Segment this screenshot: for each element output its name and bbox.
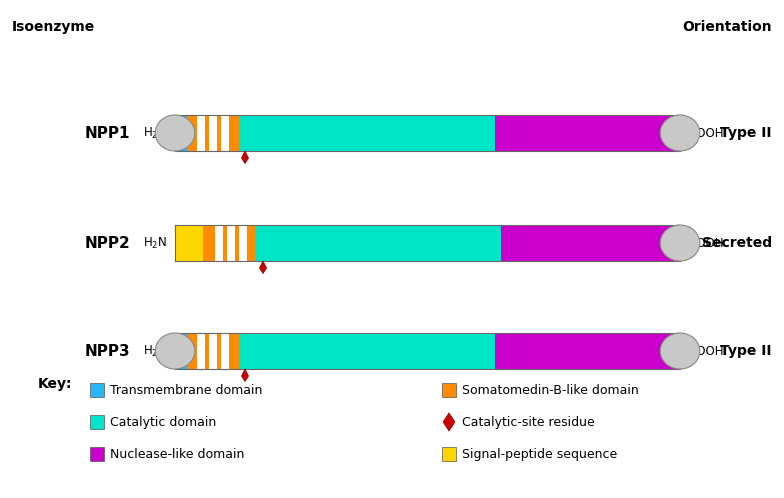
Ellipse shape	[660, 225, 700, 261]
Text: Secreted: Secreted	[702, 236, 772, 250]
Text: H$_2$N: H$_2$N	[143, 344, 167, 359]
Text: Somatomedin-B-like domain: Somatomedin-B-like domain	[462, 383, 639, 396]
Bar	[187, 333, 239, 369]
Bar	[495, 115, 680, 151]
Bar	[209, 333, 217, 369]
Text: NPP1: NPP1	[85, 125, 130, 140]
Polygon shape	[260, 261, 267, 273]
Text: H$_2$N: H$_2$N	[143, 236, 167, 250]
Bar	[175, 333, 187, 369]
Ellipse shape	[155, 115, 194, 151]
Text: NPP2: NPP2	[85, 236, 131, 250]
Bar	[90, 383, 104, 397]
Text: Catalytic domain: Catalytic domain	[110, 415, 216, 428]
Ellipse shape	[660, 115, 700, 151]
Text: NPP3: NPP3	[85, 344, 131, 359]
Text: Isoenzyme: Isoenzyme	[12, 20, 95, 34]
Text: Type II: Type II	[720, 126, 772, 140]
Bar	[197, 333, 205, 369]
Bar	[442, 383, 456, 397]
Bar	[209, 115, 217, 151]
Bar	[227, 225, 235, 261]
Polygon shape	[241, 369, 249, 381]
Text: COOH: COOH	[688, 126, 724, 139]
Text: Nuclease-like domain: Nuclease-like domain	[110, 448, 245, 461]
Bar	[90, 447, 104, 461]
Bar	[175, 115, 187, 151]
Bar	[442, 447, 456, 461]
Bar	[502, 225, 680, 261]
Text: COOH: COOH	[688, 345, 724, 358]
Text: COOH: COOH	[688, 237, 724, 249]
Bar	[255, 225, 502, 261]
Polygon shape	[241, 151, 249, 164]
Ellipse shape	[155, 333, 194, 369]
Bar	[215, 225, 223, 261]
Text: Type II: Type II	[720, 344, 772, 358]
Bar	[187, 115, 239, 151]
Bar	[221, 115, 229, 151]
Bar	[239, 333, 495, 369]
Text: Catalytic-site residue: Catalytic-site residue	[462, 415, 595, 428]
Bar	[197, 115, 205, 151]
Text: Transmembrane domain: Transmembrane domain	[110, 383, 263, 396]
Text: Orientation: Orientation	[682, 20, 772, 34]
Ellipse shape	[660, 333, 700, 369]
Bar	[221, 333, 229, 369]
Bar	[203, 225, 255, 261]
Bar	[175, 225, 203, 261]
Bar	[239, 115, 495, 151]
Text: H$_2$N: H$_2$N	[143, 125, 167, 140]
Bar	[239, 225, 247, 261]
Polygon shape	[443, 413, 455, 431]
Text: Key:: Key:	[38, 377, 72, 391]
Bar	[90, 415, 104, 429]
Bar	[495, 333, 680, 369]
Text: Signal-peptide sequence: Signal-peptide sequence	[462, 448, 617, 461]
